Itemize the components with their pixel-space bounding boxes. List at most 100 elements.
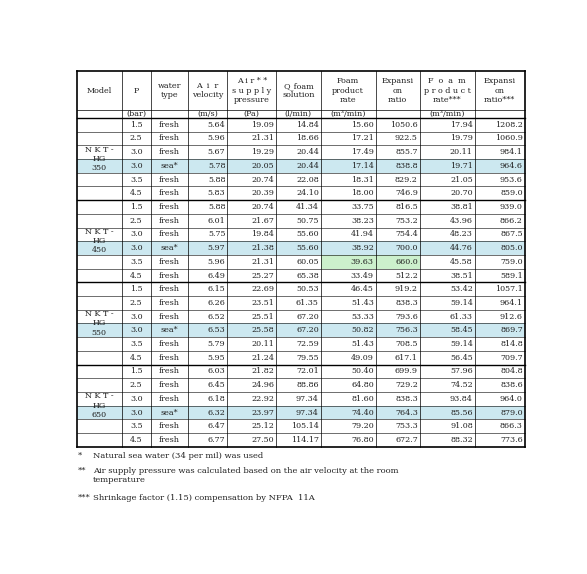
Text: 18.00: 18.00 [351, 189, 374, 197]
Text: 660.0: 660.0 [395, 258, 418, 266]
Text: 855.7: 855.7 [395, 148, 418, 156]
Text: fresh: fresh [158, 340, 180, 348]
Text: 22.92: 22.92 [251, 395, 274, 403]
Text: 6.03: 6.03 [208, 367, 225, 375]
Text: 3.5: 3.5 [130, 176, 143, 184]
Text: 912.6: 912.6 [500, 313, 523, 321]
Text: 79.55: 79.55 [296, 354, 319, 362]
Text: 93.84: 93.84 [450, 395, 473, 403]
Text: 6.52: 6.52 [208, 313, 225, 321]
Text: 867.5: 867.5 [500, 230, 523, 238]
Bar [77, 406, 525, 420]
Text: 589.1: 589.1 [500, 272, 523, 280]
Text: A i r * *
s u p p l y
pressure: A i r * * s u p p l y pressure [232, 77, 271, 104]
Text: 4.5: 4.5 [130, 354, 143, 362]
Text: N K T -
HG
550: N K T - HG 550 [85, 311, 114, 337]
Text: 21.31: 21.31 [251, 258, 274, 266]
Text: 919.2: 919.2 [395, 285, 418, 293]
Text: 44.76: 44.76 [450, 244, 473, 252]
Text: 6.53: 6.53 [208, 326, 225, 334]
Text: fresh: fresh [158, 134, 180, 142]
Text: 21.67: 21.67 [251, 217, 274, 224]
Text: 1060.9: 1060.9 [495, 134, 523, 142]
Text: 922.5: 922.5 [395, 134, 418, 142]
Text: 759.0: 759.0 [500, 258, 523, 266]
Text: 756.3: 756.3 [395, 326, 418, 334]
Text: 57.96: 57.96 [450, 367, 473, 375]
Text: 754.4: 754.4 [395, 230, 418, 238]
Text: 838.3: 838.3 [395, 395, 418, 403]
Text: 56.45: 56.45 [450, 354, 473, 362]
Text: 20.74: 20.74 [252, 176, 274, 184]
Text: 81.60: 81.60 [351, 395, 374, 403]
Bar [77, 241, 525, 255]
Text: 20.11: 20.11 [450, 148, 473, 156]
Text: fresh: fresh [158, 176, 180, 184]
Text: 27.50: 27.50 [252, 436, 274, 444]
Text: 984.1: 984.1 [500, 148, 523, 156]
Text: 6.49: 6.49 [208, 272, 225, 280]
Text: 5.78: 5.78 [208, 162, 225, 170]
Text: Natural sea water (34 per mil) was used: Natural sea water (34 per mil) was used [93, 452, 263, 460]
Text: 23.51: 23.51 [251, 299, 274, 307]
Text: 1050.6: 1050.6 [390, 121, 418, 129]
Text: 3.0: 3.0 [130, 148, 143, 156]
Text: Air supply pressure was calculated based on the air velocity at the room
tempera: Air supply pressure was calculated based… [93, 467, 399, 484]
Bar [77, 324, 525, 337]
Text: 17.94: 17.94 [450, 121, 473, 129]
Text: fresh: fresh [158, 354, 180, 362]
Text: A  i  r
velocity: A i r velocity [192, 82, 223, 99]
Text: (m³/min): (m³/min) [330, 110, 366, 118]
Text: 6.45: 6.45 [208, 381, 225, 389]
Text: 19.71: 19.71 [450, 162, 473, 170]
Text: 5.88: 5.88 [208, 176, 225, 184]
Text: 5.88: 5.88 [208, 203, 225, 211]
Text: 838.8: 838.8 [395, 162, 418, 170]
Text: Model: Model [87, 87, 112, 95]
Text: 866.3: 866.3 [500, 422, 523, 430]
Text: 59.14: 59.14 [450, 299, 473, 307]
Text: 953.6: 953.6 [500, 176, 523, 184]
Text: 21.31: 21.31 [251, 134, 274, 142]
Text: (m³/min): (m³/min) [429, 110, 465, 118]
Text: 6.15: 6.15 [208, 285, 225, 293]
Text: 39.63: 39.63 [351, 258, 374, 266]
Text: 6.01: 6.01 [208, 217, 225, 224]
Text: 17.49: 17.49 [351, 148, 374, 156]
Text: 6.18: 6.18 [208, 395, 225, 403]
Text: 91.08: 91.08 [450, 422, 473, 430]
Text: fresh: fresh [158, 436, 180, 444]
Text: 21.05: 21.05 [450, 176, 473, 184]
Text: P: P [134, 87, 139, 95]
Text: **: ** [78, 467, 86, 475]
Bar [321, 255, 376, 269]
Text: 53.42: 53.42 [450, 285, 473, 293]
Text: 25.12: 25.12 [251, 422, 274, 430]
Text: 17.21: 17.21 [351, 134, 374, 142]
Text: 3.0: 3.0 [130, 162, 143, 170]
Text: 3.0: 3.0 [130, 313, 143, 321]
Text: 3.0: 3.0 [130, 244, 143, 252]
Text: 753.3: 753.3 [395, 422, 418, 430]
Text: 22.08: 22.08 [296, 176, 319, 184]
Text: Foam
product
rate: Foam product rate [332, 77, 364, 104]
Text: 20.74: 20.74 [252, 203, 274, 211]
Text: F  o  a  m
p r o d u c t
rate***: F o a m p r o d u c t rate*** [424, 77, 471, 104]
Text: sea*: sea* [160, 162, 178, 170]
Text: 1.5: 1.5 [130, 367, 143, 375]
Text: 25.51: 25.51 [252, 313, 274, 321]
Text: 72.01: 72.01 [296, 367, 319, 375]
Text: 866.2: 866.2 [500, 217, 523, 224]
Text: 708.5: 708.5 [395, 340, 418, 348]
Text: N K T -
HG
350: N K T - HG 350 [85, 146, 114, 172]
Text: 72.59: 72.59 [296, 340, 319, 348]
Text: 24.10: 24.10 [296, 189, 319, 197]
Text: fresh: fresh [158, 203, 180, 211]
Text: 793.6: 793.6 [395, 313, 418, 321]
Text: 5.79: 5.79 [208, 340, 225, 348]
Text: 50.75: 50.75 [296, 217, 319, 224]
Text: 838.6: 838.6 [500, 381, 523, 389]
Text: 19.09: 19.09 [251, 121, 274, 129]
Text: fresh: fresh [158, 299, 180, 307]
Text: 24.96: 24.96 [251, 381, 274, 389]
